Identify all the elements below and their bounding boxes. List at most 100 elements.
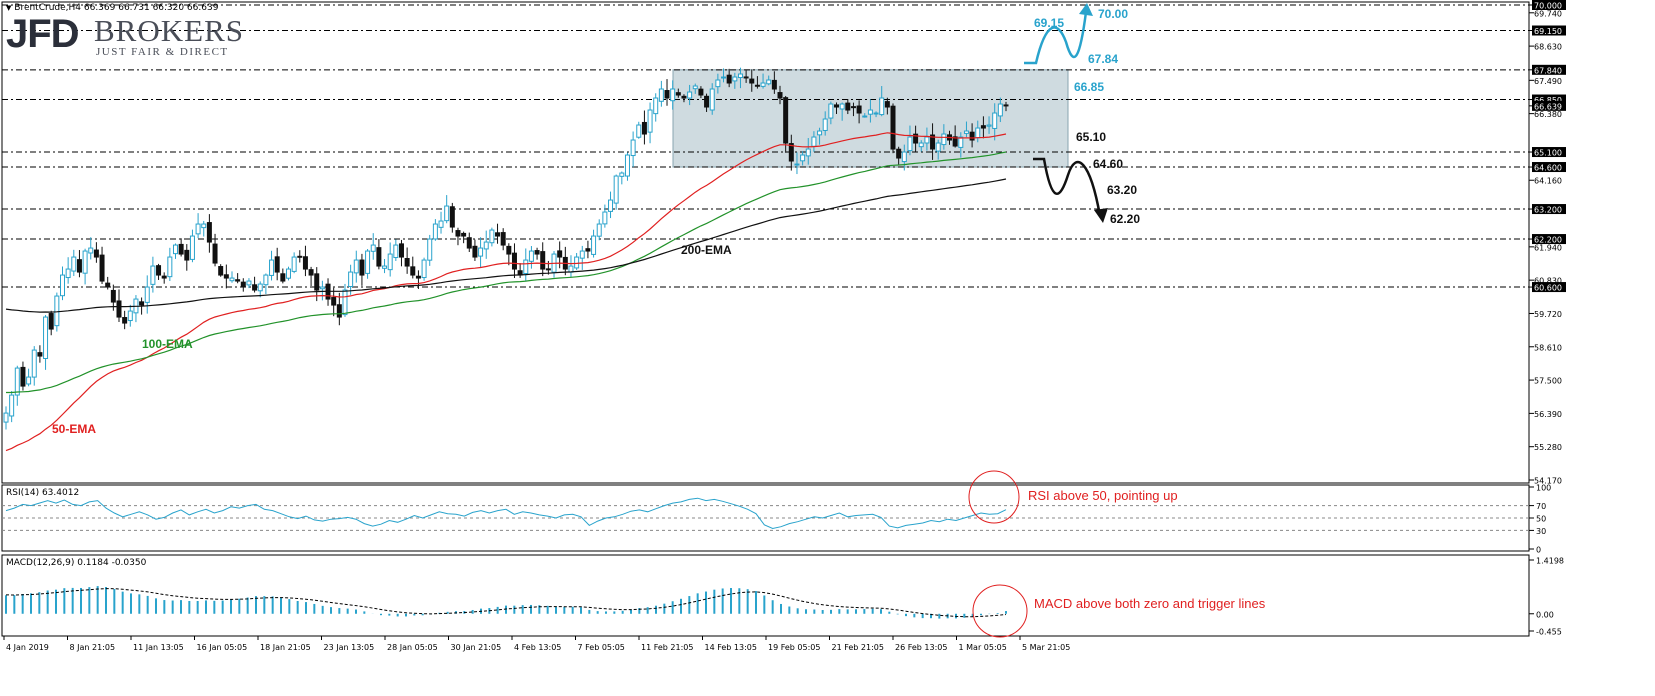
candle-body xyxy=(585,248,591,252)
candle-body xyxy=(511,252,517,270)
rsi-tick-label: 100 xyxy=(1536,484,1551,493)
candle-body xyxy=(890,105,896,150)
candle-body xyxy=(975,127,981,139)
x-axis-label: 28 Jan 05:05 xyxy=(387,643,438,652)
candle-body xyxy=(59,274,65,297)
candle-body xyxy=(161,275,167,279)
candle-body xyxy=(783,97,789,144)
candle-body xyxy=(410,266,416,276)
price-tick-label: 62.200 xyxy=(1534,236,1562,245)
ema-line xyxy=(5,132,1007,452)
candle-body xyxy=(574,256,580,269)
candle-body xyxy=(387,253,393,271)
candle-body xyxy=(788,143,794,162)
candle-body xyxy=(427,238,433,261)
candle-body xyxy=(613,175,619,204)
jfd-logo: JFD BROKERS JUST FAIR & DIRECT xyxy=(6,12,243,59)
logo-mark: JFD xyxy=(6,12,80,56)
candle-body xyxy=(709,88,715,111)
candle-body xyxy=(269,259,275,276)
candle-body xyxy=(26,376,32,385)
candle-body xyxy=(297,255,303,258)
candle-body xyxy=(608,199,614,212)
ema200-label: 200-EMA xyxy=(681,243,732,257)
price-tick-label: 67.840 xyxy=(1534,66,1562,75)
price-tag-bg xyxy=(1532,204,1566,215)
candle-body xyxy=(540,251,546,270)
candle-body xyxy=(749,78,755,84)
candle-body xyxy=(698,88,704,96)
candle-body xyxy=(20,366,26,387)
price-tick-label: 59.720 xyxy=(1534,310,1562,319)
rsi-title: RSI(14) 63.4012 xyxy=(6,488,80,498)
candle-body xyxy=(201,223,207,229)
price-tick-label: 66.850 xyxy=(1534,96,1562,105)
bearish-arrow-icon xyxy=(1094,208,1108,223)
candle-body xyxy=(941,133,947,146)
candle-body xyxy=(302,256,308,270)
candle-body xyxy=(252,284,258,291)
candle-body xyxy=(534,250,540,255)
candle-body xyxy=(834,104,840,108)
candle-body xyxy=(545,268,551,271)
candle-body xyxy=(206,222,212,243)
candle-body xyxy=(246,280,252,286)
candle-body xyxy=(653,97,659,115)
macd-tick-label: 1.4198 xyxy=(1536,557,1564,566)
price-tick-label: 58.610 xyxy=(1534,343,1562,352)
candle-body xyxy=(528,250,534,262)
candle-body xyxy=(828,103,834,119)
bear-level-label: 63.20 xyxy=(1107,183,1137,197)
logo-tagline: JUST FAIR & DIRECT xyxy=(96,46,229,58)
price-tick-label: 68.630 xyxy=(1534,43,1562,52)
price-tag-bg xyxy=(1532,282,1566,293)
price-tick-label: 54.170 xyxy=(1534,477,1562,486)
candle-body xyxy=(737,73,743,79)
price-tick-label: 55.280 xyxy=(1534,443,1562,452)
candle-body xyxy=(805,148,811,157)
candle-body xyxy=(43,316,49,360)
candle-body xyxy=(308,269,314,276)
x-axis-label: 30 Jan 21:05 xyxy=(451,643,502,652)
candle-body xyxy=(862,115,868,118)
candle-body xyxy=(743,76,749,79)
candle-body xyxy=(139,301,145,306)
candle-body xyxy=(88,247,94,254)
candle-body xyxy=(636,124,642,138)
rsi-line xyxy=(5,497,1007,530)
candle-body xyxy=(82,250,88,274)
candle-body xyxy=(122,317,128,324)
bear-level-label: 62.20 xyxy=(1110,212,1140,226)
x-axis-label: 23 Jan 13:05 xyxy=(324,643,375,652)
candle-body xyxy=(901,151,907,163)
chart-header: ▼ BrentCrude,H4 66.369 66.731 66.320 66.… xyxy=(6,3,218,13)
candle-body xyxy=(986,124,992,127)
candle-body xyxy=(461,232,467,237)
price-tag-bg xyxy=(1532,64,1566,75)
candle-body xyxy=(766,79,772,85)
candle-body xyxy=(31,349,37,378)
candle-body xyxy=(523,259,529,274)
candle-body xyxy=(777,92,783,99)
macd-highlight-circle xyxy=(972,584,1028,638)
candle-body xyxy=(992,112,998,129)
macd-title: MACD(12,26,9) 0.1184 -0.0350 xyxy=(6,558,147,568)
x-axis-label: 1 Mar 05:05 xyxy=(959,643,1007,652)
bull-level-label: 67.84 xyxy=(1088,52,1118,66)
candle-body xyxy=(726,74,732,84)
candle-body xyxy=(449,206,455,228)
x-axis-label: 7 Feb 05:05 xyxy=(578,643,625,652)
candle-body xyxy=(478,247,484,257)
price-tag-bg xyxy=(1532,0,1566,10)
bull-level-label: 66.85 xyxy=(1074,80,1104,94)
price-tag-bg xyxy=(1532,234,1566,245)
candle-body xyxy=(591,235,597,255)
candle-body xyxy=(184,249,190,261)
candle-body xyxy=(873,112,879,115)
candle-body xyxy=(37,352,43,357)
price-tick-label: 61.940 xyxy=(1534,243,1562,252)
candle-body xyxy=(721,76,727,79)
macd-annotation: MACD above both zero and trigger lines xyxy=(1034,596,1266,611)
x-axis-label: 11 Jan 13:05 xyxy=(133,643,184,652)
